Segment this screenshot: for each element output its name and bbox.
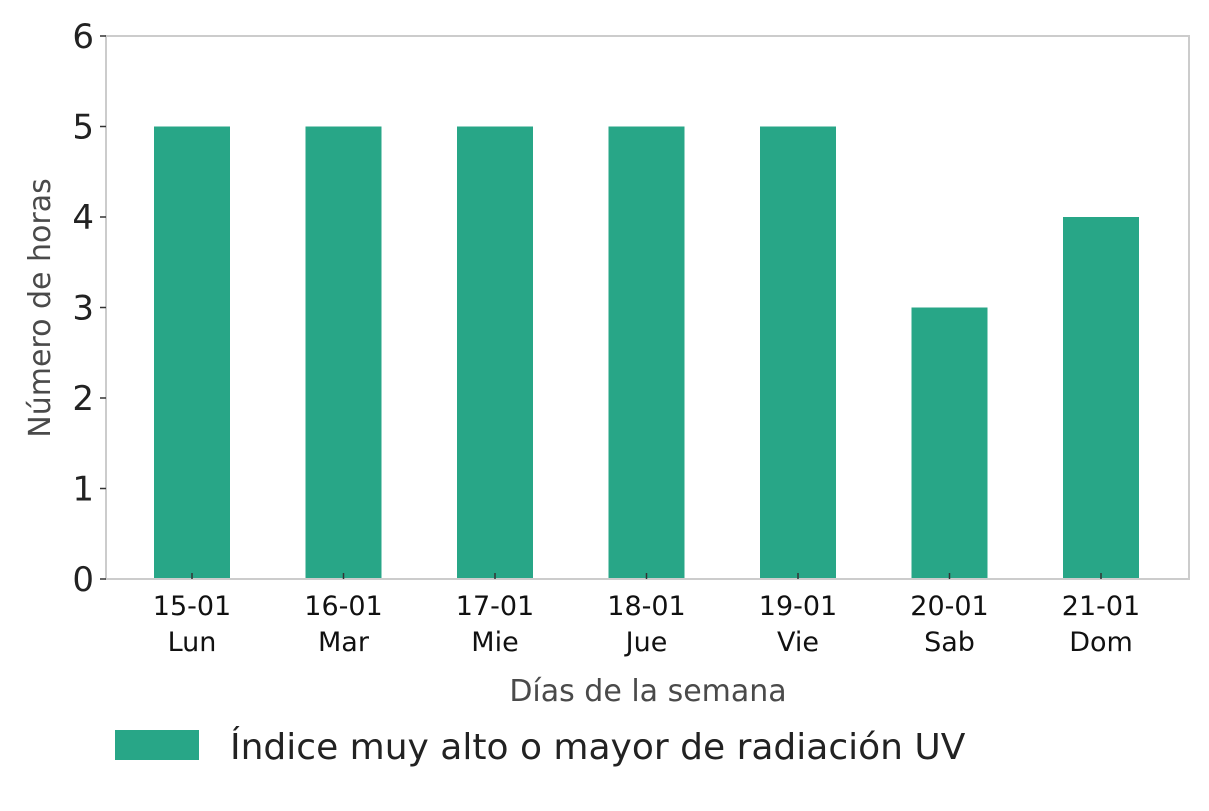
bars-layer [154, 126, 1139, 579]
x-tick-label-date: 17-01 [456, 591, 534, 622]
y-tick-label: 5 [72, 108, 94, 148]
y-tick-label: 3 [72, 289, 94, 329]
bar-20-01 [911, 307, 988, 579]
y-tick-label: 2 [72, 379, 94, 419]
x-tick-label-day: Mar [318, 627, 370, 658]
legend-label: Índice muy alto o mayor de radiación UV [230, 726, 966, 768]
bar-16-01 [305, 126, 382, 579]
bar-21-01 [1063, 217, 1139, 579]
x-tick-label-day: Lun [168, 627, 217, 658]
x-tick-label-day: Jue [624, 627, 668, 658]
x-tick-label-date: 19-01 [759, 591, 837, 622]
x-tick-label-day: Dom [1069, 627, 1133, 658]
x-tick-label-date: 21-01 [1062, 591, 1140, 622]
bar-15-01 [154, 126, 230, 579]
y-axis: 0 1 2 3 4 5 6 [72, 17, 106, 600]
bar-19-01 [760, 126, 836, 579]
x-tick-label-date: 20-01 [910, 591, 988, 622]
bar-18-01 [608, 126, 685, 579]
x-tick-label-date: 16-01 [304, 591, 382, 622]
bar-17-01 [457, 126, 533, 579]
y-tick-label: 1 [72, 470, 94, 510]
y-tick-label: 6 [72, 17, 94, 57]
y-tick-label: 4 [72, 198, 94, 238]
x-tick-label-date: 18-01 [607, 591, 685, 622]
y-axis-label: Número de horas [23, 178, 58, 437]
x-tick-label-day: Mie [471, 627, 518, 658]
x-tick-label-day: Sab [924, 627, 975, 658]
legend: Índice muy alto o mayor de radiación UV [115, 726, 966, 768]
legend-swatch [115, 730, 199, 760]
x-axis: 15-01 Lun 16-01 Mar 17-01 Mie 18-01 Jue 19-01 Vie… [153, 573, 1140, 658]
y-tick-label: 0 [72, 560, 94, 600]
x-axis-label: Días de la semana [509, 674, 786, 709]
x-tick-label-day: Vie [777, 627, 819, 658]
x-tick-label-date: 15-01 [153, 591, 231, 622]
